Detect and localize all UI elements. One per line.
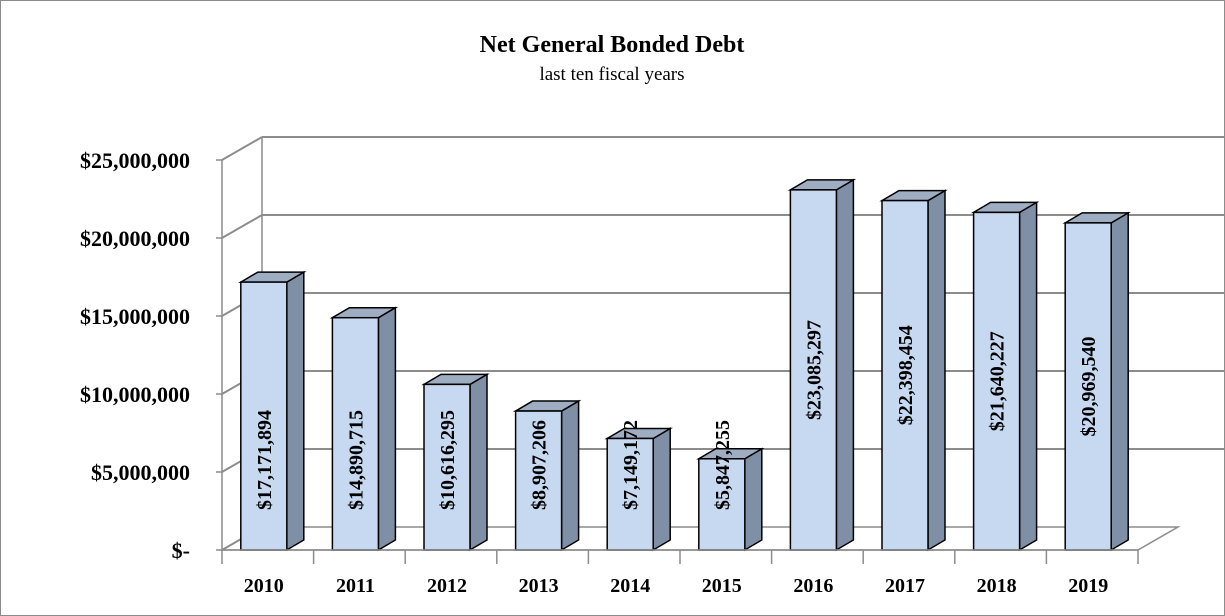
bar-side <box>744 447 763 552</box>
y-tick-label: $- <box>172 538 190 563</box>
bar <box>787 178 857 552</box>
x-tick-label: 2013 <box>519 575 559 597</box>
bar-side <box>652 427 671 552</box>
wall-gridline <box>221 136 263 161</box>
data-label: $5,847,255 <box>712 420 734 510</box>
y-tick-label: $25,000,000 <box>80 148 190 173</box>
bar-front <box>972 211 1021 551</box>
bar-side <box>469 373 488 552</box>
data-label: $10,616,295 <box>437 410 459 510</box>
x-tick-label: 2014 <box>610 575 650 597</box>
bar-side <box>927 189 946 552</box>
x-tick-label: 2011 <box>336 575 375 597</box>
bar-front <box>789 189 838 551</box>
y-tick-label: $10,000,000 <box>80 382 190 407</box>
bar <box>970 201 1040 552</box>
x-tick-label: 2016 <box>793 575 833 597</box>
bar-front <box>514 410 563 551</box>
bar-front <box>698 458 746 551</box>
bar-front <box>606 437 654 551</box>
data-label: $23,085,297 <box>803 320 825 420</box>
bar-front <box>1064 222 1112 551</box>
x-tick-label: 2010 <box>244 575 284 597</box>
bar-front <box>881 199 929 551</box>
data-label: $21,640,227 <box>987 331 1009 431</box>
x-tick-label: 2012 <box>427 575 467 597</box>
y-axis: $- $5,000,000 $10,000,000 $15,000,000 $20,00… <box>80 148 223 563</box>
bar <box>238 270 307 552</box>
bars: $17,171,894 $14,890,715 $10,616,295 $8,907,… <box>238 178 1131 552</box>
bar <box>421 373 490 552</box>
bar-front <box>423 383 471 551</box>
data-label: $22,398,454 <box>895 325 917 425</box>
bar-side <box>1110 211 1129 552</box>
data-label: $8,907,206 <box>529 420 551 510</box>
chart-title: Net General Bonded Debt <box>480 32 745 58</box>
wall-gridline <box>221 214 263 239</box>
data-label: $20,969,540 <box>1078 336 1100 436</box>
data-label: $14,890,715 <box>345 410 367 510</box>
x-tick-label: 2018 <box>977 575 1017 597</box>
bar-side <box>377 306 397 552</box>
x-tick-label: 2019 <box>1068 575 1108 597</box>
bar-front <box>240 281 288 551</box>
y-tick-label: $5,000,000 <box>91 460 190 485</box>
bar-side <box>835 178 855 552</box>
bar <box>329 306 399 552</box>
data-label: $7,149,172 <box>620 420 642 510</box>
bar <box>512 399 582 552</box>
chart-subtitle: last ten fiscal years <box>539 64 684 85</box>
bar-side <box>286 270 305 552</box>
y-tick-label: $20,000,000 <box>80 226 190 251</box>
bar <box>1062 211 1131 552</box>
bar <box>604 427 673 552</box>
bar <box>879 189 948 552</box>
data-label: $17,171,894 <box>254 410 276 510</box>
bar <box>696 447 765 552</box>
x-tick-label: 2015 <box>702 575 742 597</box>
bar-side <box>1018 201 1038 552</box>
bar-side <box>560 399 580 552</box>
x-axis: 2010 2011 2012 2013 2014 2015 2016 2017 2018 2019 <box>221 549 1139 597</box>
x-tick-label: 2017 <box>885 575 925 597</box>
y-tick-label: $15,000,000 <box>80 304 190 329</box>
